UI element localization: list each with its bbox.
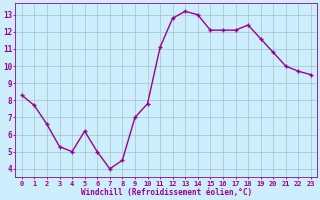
X-axis label: Windchill (Refroidissement éolien,°C): Windchill (Refroidissement éolien,°C) <box>81 188 252 197</box>
